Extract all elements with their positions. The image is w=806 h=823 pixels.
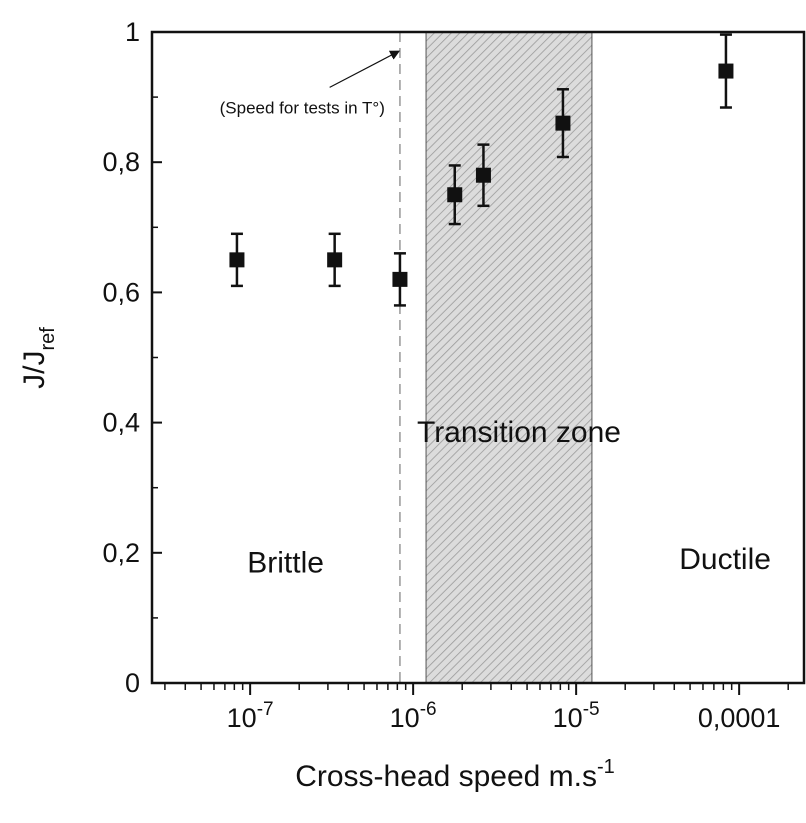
marker-square xyxy=(392,271,408,287)
region-label-ductile: Ductile xyxy=(679,543,771,576)
data-point xyxy=(392,252,408,307)
transition-zone xyxy=(425,31,593,684)
marker-square xyxy=(327,252,343,268)
data-point xyxy=(229,232,245,288)
y-tick-label: 0,2 xyxy=(102,538,140,568)
data-point xyxy=(447,164,463,226)
x-tick-label: 10-7 xyxy=(227,699,274,733)
y-axis-title: J/Jref xyxy=(18,327,59,389)
x-tick-label: 0,0001 xyxy=(698,703,781,733)
region-label-brittle: Brittle xyxy=(247,546,324,579)
marker-square xyxy=(555,115,571,131)
marker-square xyxy=(229,252,245,268)
marker-square xyxy=(447,187,463,203)
data-point xyxy=(475,143,491,208)
y-tick-label: 1 xyxy=(125,17,140,47)
y-tick-label: 0,8 xyxy=(102,147,140,177)
x-axis-title: Cross-head speed m.s-1 xyxy=(295,756,615,793)
reference-annotation: (Speed for tests in T°) xyxy=(220,98,385,117)
y-tick-label: 0 xyxy=(125,668,140,698)
x-tick-label: 10-6 xyxy=(390,699,437,733)
y-tick-label: 0,6 xyxy=(102,277,140,307)
data-point xyxy=(327,232,343,288)
data-point xyxy=(555,88,571,159)
marker-square xyxy=(475,167,491,183)
annotation-arrow xyxy=(329,50,401,88)
data-point xyxy=(718,33,734,109)
x-tick-label: 10-5 xyxy=(553,699,600,733)
transition-zone-label: Transition zone xyxy=(417,416,621,449)
y-tick-label: 0,4 xyxy=(102,408,140,438)
marker-square xyxy=(718,63,734,79)
